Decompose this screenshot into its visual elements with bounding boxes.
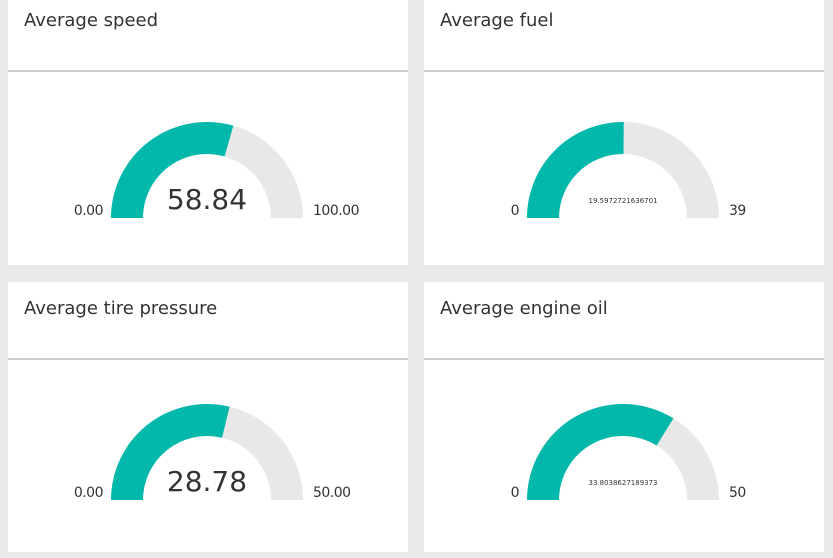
gauge-limit-label: 0 xyxy=(511,485,519,501)
gauge-limit-label: 0.00 xyxy=(74,203,103,219)
gauge-value: 19.5972721636701 xyxy=(588,197,657,205)
gauge-limit-label: 39 xyxy=(729,203,746,219)
gauge-card: Average engine oil 33.8038627189373 0 50 xyxy=(424,282,824,552)
gauge-value: 33.8038627189373 xyxy=(588,479,657,487)
gauge-limit-label: 50.00 xyxy=(313,485,351,501)
gauge-limit-label: 0.00 xyxy=(74,485,103,501)
card-title: Average speed xyxy=(24,10,158,31)
gauge-card: Average speed 58.84 0.00 100.00 xyxy=(8,0,408,265)
card-title: Average engine oil xyxy=(440,298,608,319)
gauge-value: 58.84 xyxy=(167,183,247,216)
gauge-card: Average fuel 19.5972721636701 0 39 xyxy=(424,0,824,265)
gauge-card: Average tire pressure 28.78 0.00 50.00 xyxy=(8,282,408,552)
gauge-fill xyxy=(111,122,234,218)
gauge-limit-label: 50 xyxy=(729,485,746,501)
card-title: Average fuel xyxy=(440,10,553,31)
gauge-limit-label: 0 xyxy=(511,203,519,219)
card-title: Average tire pressure xyxy=(24,298,217,319)
gauge-fill xyxy=(111,404,230,500)
gauge-fill xyxy=(527,122,624,218)
gauge-fill xyxy=(527,404,674,500)
gauge-value: 28.78 xyxy=(167,465,247,498)
gauge-limit-label: 100.00 xyxy=(313,203,359,219)
